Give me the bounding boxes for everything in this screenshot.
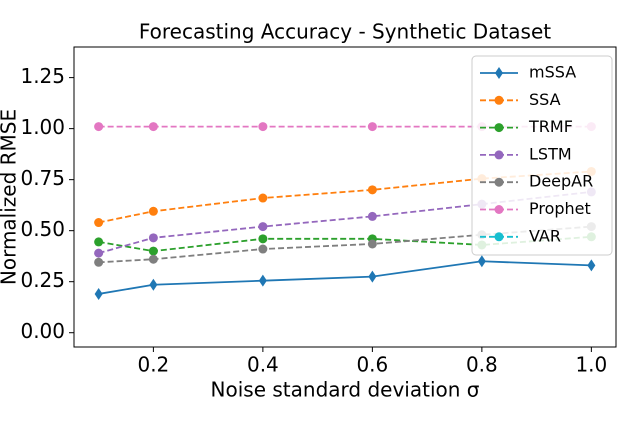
legend-marker bbox=[494, 150, 504, 160]
legend-label: LSTM bbox=[529, 144, 572, 163]
marker bbox=[149, 278, 158, 291]
marker bbox=[587, 259, 596, 272]
marker bbox=[258, 222, 268, 232]
marker bbox=[258, 244, 268, 254]
series-line bbox=[98, 170, 592, 224]
marker bbox=[258, 193, 268, 203]
marker bbox=[258, 122, 268, 132]
x-tick-label: 1.0 bbox=[575, 353, 607, 377]
y-tick-label: 0.25 bbox=[20, 268, 65, 292]
plot-frame bbox=[73, 46, 617, 348]
marker bbox=[258, 274, 267, 287]
series-line bbox=[98, 225, 592, 264]
marker bbox=[94, 287, 103, 300]
x-tick-label: 0.4 bbox=[247, 353, 279, 377]
marker bbox=[148, 122, 158, 132]
y-axis-label: Normalized RMSE bbox=[0, 109, 21, 285]
marker bbox=[94, 248, 104, 258]
marker bbox=[367, 239, 377, 249]
legend-label: DeepAR bbox=[529, 172, 593, 191]
marker bbox=[367, 211, 377, 221]
legend-marker bbox=[494, 123, 504, 133]
legend-label: TRMF bbox=[528, 117, 573, 136]
x-tick-label: 0.8 bbox=[466, 353, 498, 377]
legend-marker bbox=[494, 232, 504, 242]
marker bbox=[258, 234, 268, 244]
y-tick-label: 0.00 bbox=[20, 319, 65, 343]
legend-marker bbox=[494, 95, 504, 105]
y-tick-label: 0.75 bbox=[20, 166, 65, 190]
legend: mSSA SSA TRMF LSTM DeepAR Prophet VAR bbox=[471, 55, 613, 256]
x-axis-label: Noise standard deviation σ bbox=[211, 378, 480, 402]
marker bbox=[94, 218, 104, 228]
legend-marker bbox=[494, 205, 504, 214]
series-line bbox=[98, 235, 592, 252]
marker bbox=[368, 270, 377, 283]
legend-label: SSA bbox=[529, 90, 561, 109]
legend-label: mSSA bbox=[529, 63, 576, 82]
marker bbox=[94, 122, 104, 132]
x-tick-label: 0.2 bbox=[137, 353, 169, 377]
legend-label: VAR bbox=[529, 226, 561, 245]
chart-title: Forecasting Accuracy - Synthetic Dataset bbox=[139, 20, 551, 44]
legend-marker bbox=[495, 67, 503, 79]
marker bbox=[148, 206, 158, 216]
marker bbox=[367, 122, 377, 132]
legend-label: Prophet bbox=[529, 199, 591, 218]
y-tick-label: 0.50 bbox=[20, 217, 65, 241]
x-tick-label: 0.6 bbox=[356, 353, 388, 377]
marker bbox=[148, 233, 158, 243]
marker bbox=[148, 246, 158, 256]
y-tick-label: 1.00 bbox=[20, 115, 65, 139]
marker bbox=[477, 255, 486, 268]
legend-marker bbox=[494, 177, 504, 187]
marker bbox=[94, 237, 104, 247]
y-tick-label: 1.25 bbox=[20, 64, 65, 88]
series-line bbox=[98, 260, 592, 295]
legend-box bbox=[471, 55, 613, 256]
marker bbox=[94, 257, 104, 267]
marker bbox=[148, 254, 158, 264]
marker bbox=[367, 185, 377, 195]
